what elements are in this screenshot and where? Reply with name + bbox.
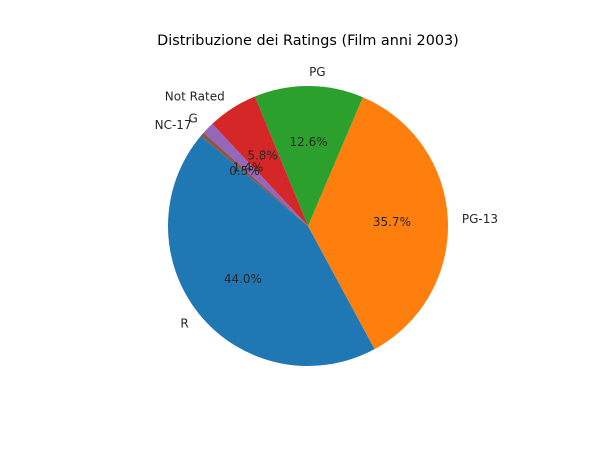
slice-percent-nc-17: 0.5% (229, 164, 260, 178)
pie-slice-pg-13 (308, 97, 448, 350)
slice-label-g: G (189, 111, 198, 125)
pie-slice-pg (254, 86, 363, 226)
slice-percent-pg-13: 35.7% (373, 215, 411, 229)
slice-percent-r: 44.0% (224, 272, 262, 286)
slice-percent-labels: 44.0% 35.7% 12.6% 5.8%1.4%0.5% (224, 135, 411, 286)
slice-percent-g: 1.4% (233, 160, 264, 174)
slice-percent-not-rated: 5.8% (247, 148, 278, 162)
pie-slice-nc-17 (200, 132, 308, 226)
pie-slice-not-rated (212, 96, 308, 226)
chart-title: Distribuzione dei Ratings (Film anni 200… (157, 33, 459, 49)
pie-slice-r (168, 136, 375, 367)
pie-slices (168, 86, 448, 367)
slice-label-nc-17: NC-17 (155, 118, 192, 132)
slice-label-r: R (180, 316, 188, 330)
slice-labels: R PG-13 PG Not Rated GNC-17 (155, 65, 498, 330)
slice-label-pg-13: PG-13 (462, 212, 498, 226)
slice-label-pg: PG (309, 65, 326, 79)
slice-percent-pg: 12.6% (290, 135, 328, 149)
pie-slice-g (203, 123, 308, 226)
slice-label-not-rated: Not Rated (165, 89, 225, 103)
